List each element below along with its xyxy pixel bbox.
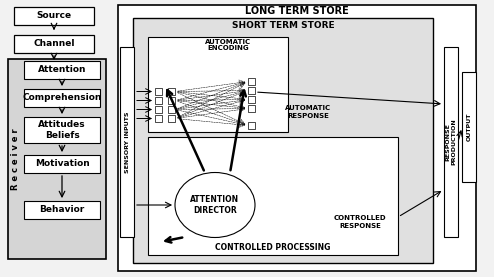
Text: AUTOMATIC
RESPONSE: AUTOMATIC RESPONSE <box>285 106 331 119</box>
Bar <box>155 97 162 104</box>
Text: ATTENTION
DIRECTOR: ATTENTION DIRECTOR <box>191 195 240 215</box>
Ellipse shape <box>175 173 255 237</box>
Text: RESPONSE
PRODUCTION: RESPONSE PRODUCTION <box>446 119 456 165</box>
Text: OUTPUT: OUTPUT <box>466 113 471 141</box>
Bar <box>168 88 175 95</box>
Text: SHORT TERM STORE: SHORT TERM STORE <box>232 20 334 29</box>
Bar <box>248 96 255 103</box>
Bar <box>24 201 100 219</box>
Bar <box>248 105 255 112</box>
Bar <box>155 115 162 122</box>
Bar <box>133 18 433 263</box>
Text: LONG TERM STORE: LONG TERM STORE <box>245 6 349 16</box>
Bar <box>118 5 476 271</box>
Bar <box>14 35 94 53</box>
Bar <box>24 61 100 79</box>
Bar <box>155 88 162 95</box>
Bar <box>462 72 476 182</box>
Bar <box>120 47 134 237</box>
Text: CONTROLLED PROCESSING: CONTROLLED PROCESSING <box>215 242 330 252</box>
Text: R e c e i v e r: R e c e i v e r <box>10 128 19 190</box>
Text: Comprehension: Comprehension <box>22 94 102 102</box>
Text: Source: Source <box>37 12 72 20</box>
Text: AUTOMATIC
ENCODING: AUTOMATIC ENCODING <box>205 39 251 52</box>
Bar <box>248 122 255 129</box>
Bar <box>24 89 100 107</box>
Bar <box>24 155 100 173</box>
Bar <box>168 115 175 122</box>
Bar <box>148 37 288 132</box>
Bar <box>248 78 255 85</box>
Text: Attitudes
Beliefs: Attitudes Beliefs <box>38 120 86 140</box>
Bar <box>24 117 100 143</box>
Text: Motivation: Motivation <box>35 160 89 168</box>
Text: Attention: Attention <box>38 65 86 75</box>
Text: Channel: Channel <box>33 40 75 48</box>
Bar <box>8 59 106 259</box>
Text: CONTROLLED
RESPONSE: CONTROLLED RESPONSE <box>333 216 386 229</box>
Bar <box>14 7 94 25</box>
Bar <box>155 106 162 113</box>
Bar <box>168 97 175 104</box>
Bar <box>248 87 255 94</box>
Text: SENSORY INPUTS: SENSORY INPUTS <box>124 111 129 173</box>
Bar <box>148 137 398 255</box>
Bar <box>444 47 458 237</box>
Text: Behavior: Behavior <box>40 206 84 214</box>
Bar <box>168 106 175 113</box>
